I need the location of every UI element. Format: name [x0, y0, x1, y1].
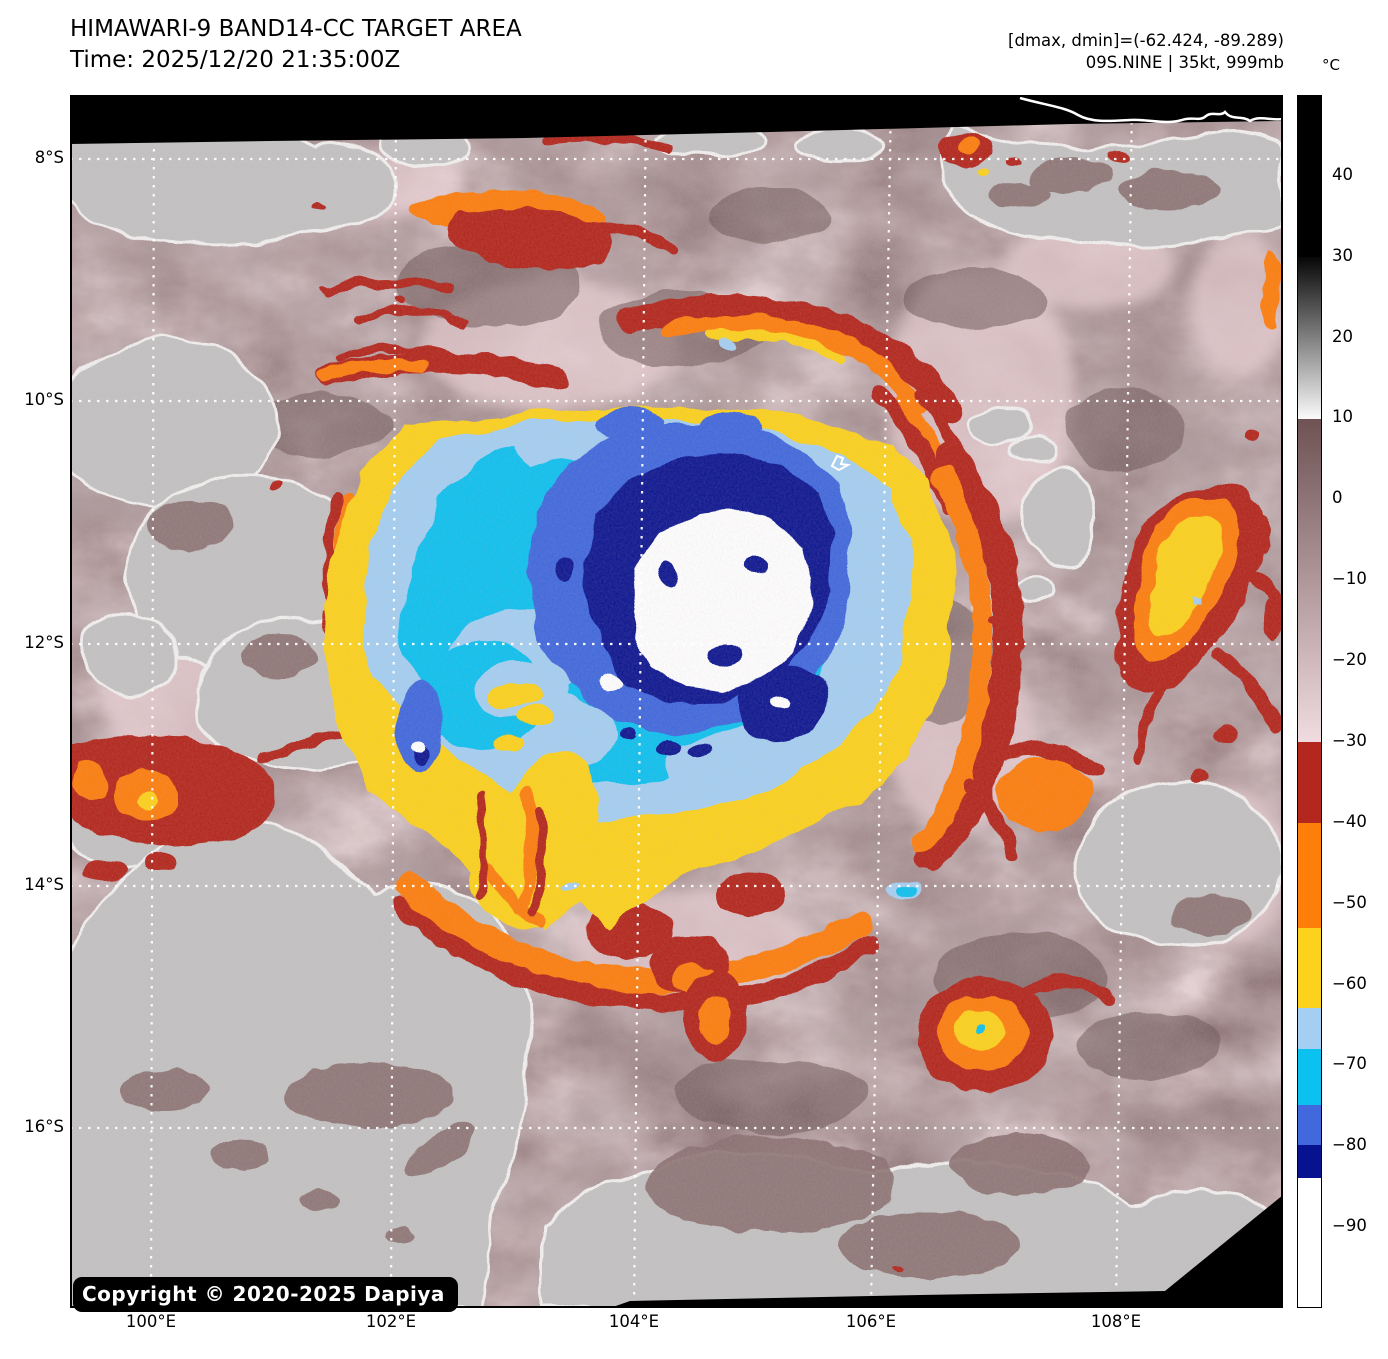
lon-tick-label: 104°E — [608, 1312, 660, 1331]
satellite-image — [70, 95, 1283, 1308]
copyright-badge: Copyright © 2020-2025 Dapiya — [73, 1277, 458, 1312]
figure-time: Time: 2025/12/20 21:35:00Z — [70, 47, 401, 73]
colorbar-tick-label: −70 — [1332, 1054, 1367, 1074]
swath-edge-bottom-right — [610, 1195, 1283, 1308]
dmax-dmin-readout: [dmax, dmin]=(-62.424, -89.289) — [1008, 31, 1284, 50]
lat-tick-label: 14°S — [24, 875, 64, 894]
colorbar-segment — [1298, 418, 1321, 742]
colorbar-tick-label: −40 — [1332, 811, 1367, 831]
title-block: HIMAWARI-9 BAND14-CC TARGET AREA Time: 20… — [70, 14, 522, 76]
annotation-block: [dmax, dmin]=(-62.424, -89.289) 09S.NINE… — [1008, 30, 1284, 74]
java-coastline — [1019, 96, 1283, 124]
colorbar-tick-label: −30 — [1332, 730, 1367, 750]
lat-tick-label: 12°S — [24, 633, 64, 652]
colorbar-tick-label: −90 — [1332, 1216, 1367, 1236]
colorbar-segment — [1298, 1048, 1321, 1106]
colorbar-tick-label: −10 — [1332, 569, 1367, 589]
colorbar — [1297, 95, 1322, 1308]
colorbar-tick-label: 40 — [1332, 164, 1353, 184]
colorbar-tick-label: −20 — [1332, 650, 1367, 670]
colorbar-segment — [1298, 927, 1321, 1009]
figure-title: HIMAWARI-9 BAND14-CC TARGET AREA — [70, 16, 522, 42]
lon-tick-label: 106°E — [845, 1312, 897, 1331]
colorbar-tick-label: −80 — [1332, 1135, 1367, 1155]
colorbar-tick-label: 0 — [1332, 488, 1343, 508]
lat-tick-label: 8°S — [34, 148, 64, 167]
swath-edges — [70, 95, 1283, 1308]
colorbar-segment — [1298, 822, 1321, 928]
lon-tick-label: 108°E — [1090, 1312, 1142, 1331]
colorbar-tick-label: −60 — [1332, 973, 1367, 993]
storm-info: 09S.NINE | 35kt, 999mb — [1085, 53, 1284, 72]
colorbar-segment — [1298, 1177, 1321, 1307]
colorbar-tick-label: −50 — [1332, 892, 1367, 912]
colorbar-segment — [1298, 1145, 1321, 1178]
pixel-grain — [70, 95, 1283, 1308]
swath-edge-top — [70, 95, 1283, 144]
lon-tick-label: 102°E — [365, 1312, 417, 1331]
colorbar-segment — [1298, 1008, 1321, 1049]
colorbar-segment — [1298, 741, 1321, 823]
lon-tick-label: 100°E — [125, 1312, 177, 1331]
map-frame — [70, 95, 1283, 1308]
colorbar-tick-label: 20 — [1332, 326, 1353, 346]
colorbar-unit-label: °C — [1322, 56, 1340, 74]
lat-tick-label: 16°S — [24, 1117, 64, 1136]
colorbar-tick-label: 10 — [1332, 407, 1353, 427]
colorbar-segment — [1298, 257, 1321, 419]
satellite-map: Copyright © 2020-2025 Dapiya — [70, 95, 1283, 1312]
colorbar-segment — [1298, 1105, 1321, 1146]
christmas-island-outline — [830, 454, 852, 472]
colorbar-segment — [1298, 96, 1321, 258]
lat-tick-label: 10°S — [24, 390, 64, 409]
colorbar-tick-label: 30 — [1332, 245, 1353, 265]
